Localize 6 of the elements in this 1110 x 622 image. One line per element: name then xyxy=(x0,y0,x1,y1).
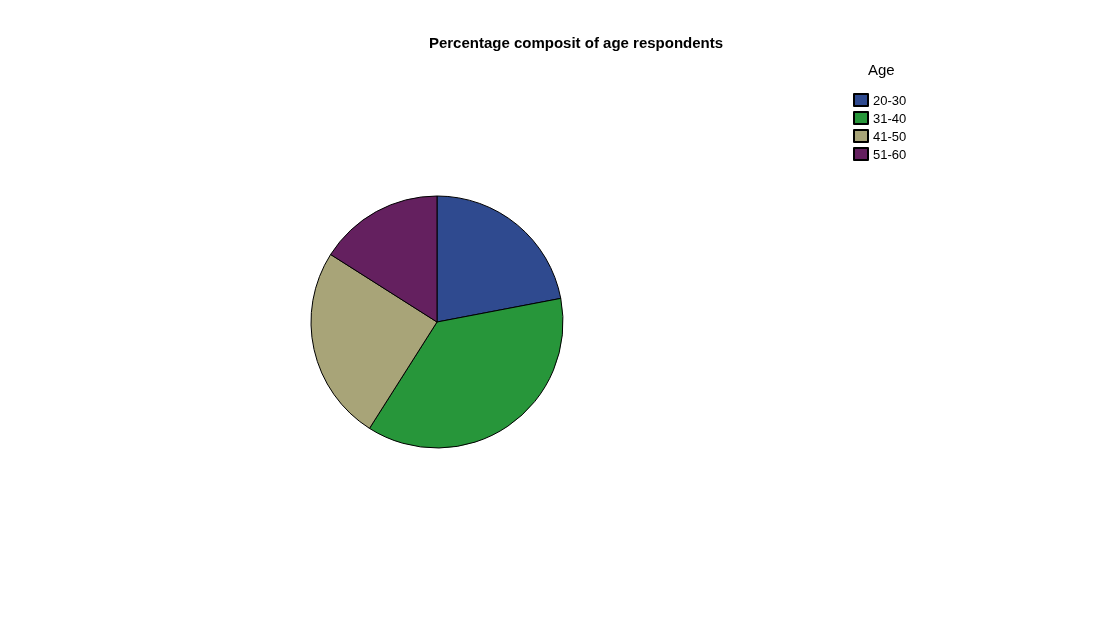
legend-label: 31-40 xyxy=(873,110,907,126)
legend-label: 51-60 xyxy=(873,146,907,162)
legend-label: 20-30 xyxy=(873,92,907,108)
legend-label: 41-50 xyxy=(873,128,907,144)
chart-title: Percentage composit of age respondents xyxy=(428,34,724,51)
legend-title: Age xyxy=(868,61,895,78)
